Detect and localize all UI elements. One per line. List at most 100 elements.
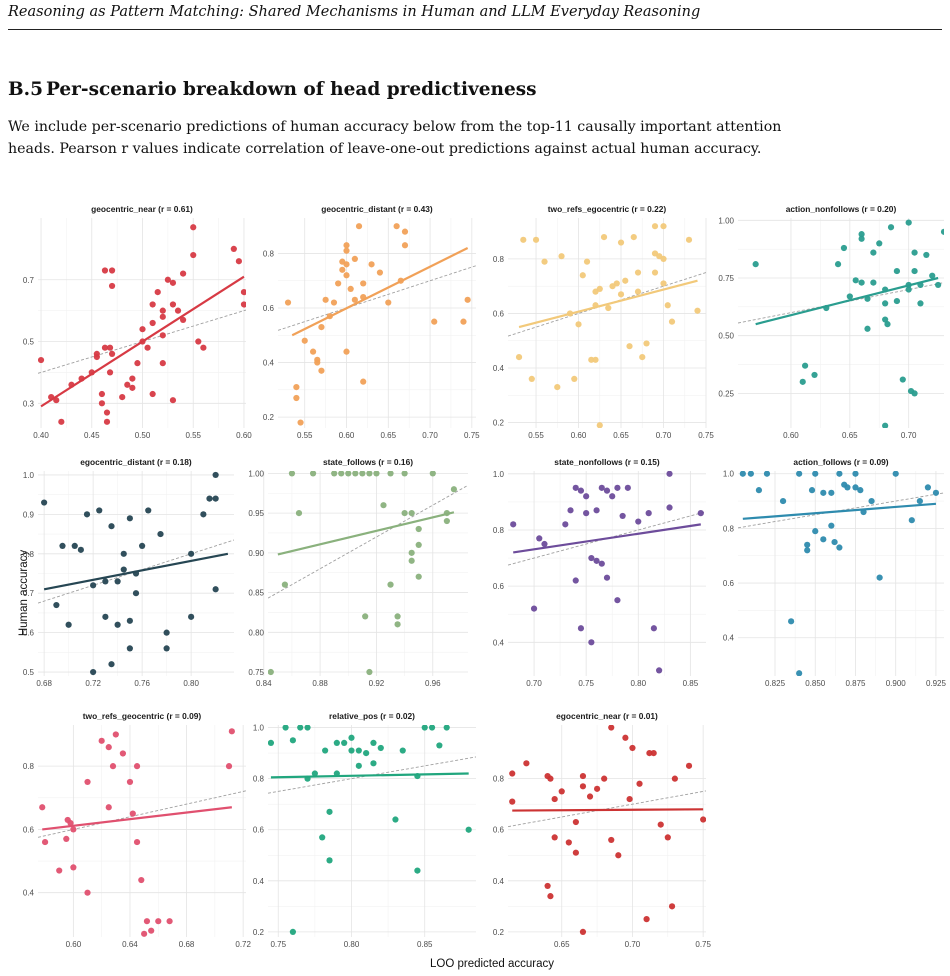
x-tick-label: 0.45 — [84, 431, 100, 440]
panel-plot-area — [738, 219, 944, 428]
data-point — [148, 927, 155, 934]
x-tick-label: 0.925 — [926, 679, 947, 688]
data-point — [924, 484, 932, 491]
data-point — [579, 928, 587, 935]
data-point — [309, 471, 317, 477]
data-point — [629, 744, 636, 752]
data-point — [664, 302, 671, 309]
data-point — [779, 497, 787, 505]
data-point — [96, 507, 103, 514]
data-point — [752, 261, 759, 268]
data-point — [510, 521, 517, 528]
data-point — [212, 586, 219, 593]
data-point — [124, 381, 131, 388]
data-point — [399, 747, 406, 754]
data-point — [139, 326, 146, 333]
data-point — [355, 762, 362, 769]
y-tick-label: 0.6 — [23, 629, 35, 638]
data-point — [660, 223, 667, 230]
data-point — [551, 834, 558, 841]
data-point — [530, 605, 538, 612]
data-point — [322, 296, 329, 303]
data-point — [195, 338, 202, 345]
data-point — [295, 510, 303, 517]
data-point — [836, 544, 843, 551]
data-point — [940, 228, 944, 235]
data-point — [882, 422, 889, 428]
data-point — [893, 297, 901, 305]
data-point — [579, 272, 586, 279]
x-tick-label: 0.68 — [36, 679, 52, 688]
data-point — [547, 775, 554, 782]
data-point — [882, 316, 889, 323]
y-tick-label: 0.8 — [23, 762, 35, 771]
x-axis-label: LOO predicted accuracy — [430, 958, 554, 970]
data-point — [804, 547, 811, 554]
data-point — [169, 397, 177, 404]
panel-title: two_refs_geocentric (r = 0.09) — [83, 711, 202, 721]
x-tick-label: 0.825 — [765, 679, 786, 688]
y-tick-label: 0.50 — [718, 332, 734, 341]
data-point — [596, 422, 603, 428]
identity-line — [508, 790, 706, 828]
y-tick-label: 1.0 — [723, 470, 735, 479]
data-point — [289, 928, 297, 935]
data-point — [70, 864, 77, 871]
data-point — [352, 471, 359, 477]
data-point — [547, 893, 554, 900]
data-point — [755, 487, 763, 494]
data-point — [56, 867, 63, 874]
data-point — [155, 918, 162, 925]
y-tick-label: 0.8 — [493, 775, 505, 784]
data-point — [799, 378, 806, 385]
data-point — [617, 291, 625, 298]
data-point — [149, 301, 156, 308]
scatter-panel-11: 0.65 0.70 0.75 0.2 0.4 0.6 0.8 egocentric_near … — [493, 711, 712, 949]
data-point — [112, 731, 119, 738]
data-point — [739, 471, 746, 477]
panel-title: action_follows (r = 0.09) — [793, 457, 888, 467]
y-tick-label: 0.4 — [23, 889, 35, 898]
data-point — [393, 223, 400, 230]
data-point — [876, 240, 883, 247]
data-point — [598, 484, 605, 491]
data-point — [820, 536, 827, 543]
data-point — [586, 793, 594, 800]
data-point — [114, 621, 121, 628]
x-tick-label: 0.65 — [613, 431, 629, 440]
data-point — [408, 510, 415, 517]
data-point — [572, 849, 579, 856]
x-tick-label: 0.50 — [135, 431, 151, 440]
data-point — [614, 597, 621, 604]
data-point — [588, 554, 595, 562]
scatter-panel-1: 0.40 0.45 0.50 0.55 0.60 0.3 0.5 0.7 geocentric_… — [23, 204, 252, 440]
data-point — [188, 613, 195, 620]
data-point — [828, 522, 835, 529]
data-point — [106, 369, 114, 376]
data-point — [331, 471, 338, 477]
data-point — [163, 645, 170, 652]
data-point — [820, 489, 827, 496]
scatter-panel-9: 0.60 0.64 0.68 0.72 0.4 0.6 0.8 two_refs_geocen… — [23, 711, 252, 949]
data-point — [293, 394, 300, 402]
data-point — [149, 390, 156, 398]
data-point — [887, 224, 895, 231]
data-point — [235, 258, 242, 265]
data-point — [119, 750, 126, 757]
data-point — [844, 484, 851, 491]
data-point — [932, 489, 940, 496]
y-tick-label: 0.4 — [253, 877, 265, 886]
y-tick-label: 0.85 — [248, 589, 264, 598]
x-tick-label: 0.40 — [33, 431, 49, 440]
data-point — [330, 299, 338, 306]
data-point — [812, 471, 819, 477]
y-tick-label: 0.90 — [248, 549, 264, 558]
data-point — [377, 744, 384, 752]
y-tick-label: 0.8 — [493, 255, 505, 264]
data-point — [603, 487, 611, 494]
fit-line — [742, 502, 937, 520]
x-tick-label: 0.75 — [695, 940, 711, 949]
x-tick-label: 0.70 — [526, 679, 542, 688]
data-point — [359, 471, 366, 477]
data-point — [108, 282, 116, 290]
